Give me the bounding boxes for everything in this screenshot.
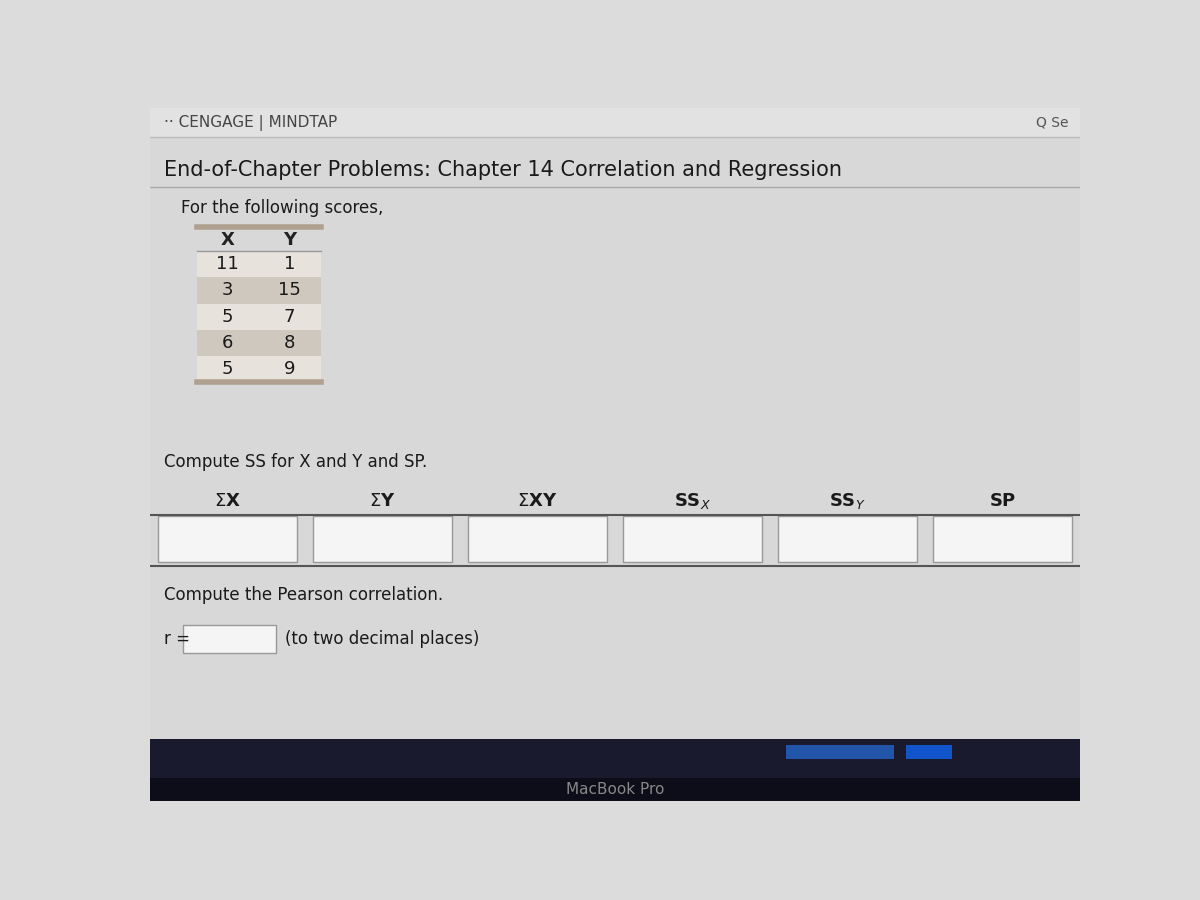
Text: X: X (221, 231, 234, 249)
Bar (150, 740, 1080, 801)
Text: SS$_X$: SS$_X$ (674, 491, 710, 510)
Text: $\Sigma$XY: $\Sigma$XY (517, 491, 558, 509)
Text: For the following scores,: For the following scores, (181, 199, 383, 217)
Text: 15: 15 (278, 282, 301, 300)
Text: MacBook Pro: MacBook Pro (566, 782, 664, 797)
Text: Compute SS for X and Y and SP.: Compute SS for X and Y and SP. (164, 454, 427, 472)
Bar (157, 516, 298, 562)
Text: Compute the Pearson correlation.: Compute the Pearson correlation. (164, 586, 443, 604)
Text: ·· CENGAGE | MINDTAP: ·· CENGAGE | MINDTAP (164, 114, 337, 130)
Bar (932, 516, 1073, 562)
Bar (623, 516, 762, 562)
Text: $\Sigma$X: $\Sigma$X (214, 491, 241, 509)
Bar (906, 745, 952, 759)
Bar (182, 626, 276, 653)
Text: 5: 5 (222, 308, 233, 326)
Text: 5: 5 (222, 360, 233, 378)
Text: 8: 8 (284, 334, 295, 352)
Text: (to two decimal places): (to two decimal places) (284, 630, 479, 648)
Bar (786, 745, 894, 759)
Bar (313, 516, 452, 562)
Text: SS$_Y$: SS$_Y$ (829, 491, 866, 510)
Text: 9: 9 (283, 360, 295, 378)
Text: 6: 6 (222, 334, 233, 352)
Bar (778, 516, 917, 562)
Bar (197, 303, 320, 329)
Bar (150, 108, 1080, 138)
Text: 7: 7 (283, 308, 295, 326)
Text: r =: r = (164, 630, 190, 648)
Text: 3: 3 (222, 282, 233, 300)
Text: Q Se: Q Se (1036, 115, 1068, 130)
Text: 11: 11 (216, 256, 239, 274)
Bar (197, 251, 320, 277)
Text: End-of-Chapter Problems: Chapter 14 Correlation and Regression: End-of-Chapter Problems: Chapter 14 Corr… (164, 159, 842, 180)
Text: Y: Y (283, 231, 296, 249)
Bar (150, 778, 1080, 801)
Text: $\Sigma$Y: $\Sigma$Y (370, 491, 396, 509)
Text: SP: SP (990, 491, 1015, 509)
Bar (197, 277, 320, 303)
Bar (468, 516, 607, 562)
Bar (197, 329, 320, 356)
Text: 1: 1 (284, 256, 295, 274)
Bar (197, 356, 320, 382)
